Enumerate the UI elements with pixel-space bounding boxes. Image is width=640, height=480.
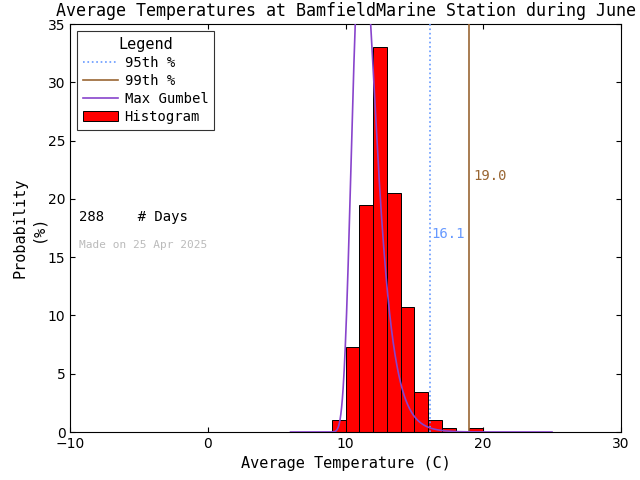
Bar [373,48,387,432]
Text: 19.0: 19.0 [474,168,507,182]
Bar [428,420,442,432]
Bar [332,420,346,432]
Text: 16.1: 16.1 [431,227,465,241]
Bar [470,428,483,432]
Text: 288    # Days: 288 # Days [79,210,188,224]
Legend: 95th %, 99th %, Max Gumbel, Histogram: 95th %, 99th %, Max Gumbel, Histogram [77,31,214,130]
Text: Made on 25 Apr 2025: Made on 25 Apr 2025 [79,240,207,250]
Bar [360,205,373,432]
Bar [387,193,401,432]
Y-axis label: Probability
(%): Probability (%) [13,178,45,278]
Title: Average Temperatures at BamfieldMarine Station during June: Average Temperatures at BamfieldMarine S… [56,1,636,20]
Bar [346,347,360,432]
Bar [401,307,415,432]
Bar [442,428,456,432]
Bar [415,392,428,432]
X-axis label: Average Temperature (C): Average Temperature (C) [241,456,451,471]
